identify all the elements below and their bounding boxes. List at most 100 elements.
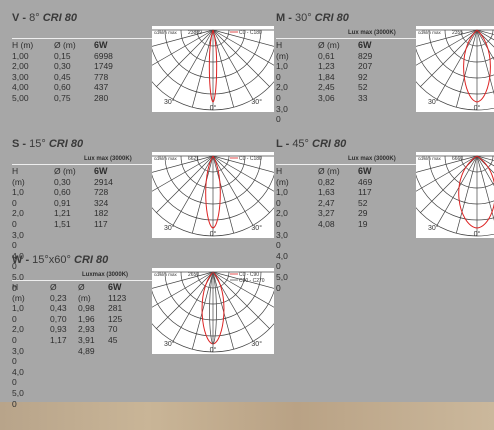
table-cell: 0,23 <box>50 292 67 303</box>
table-cell: 33 <box>358 92 368 103</box>
title-angle: 15° <box>29 138 46 150</box>
table-column: H (m) 1,0 0 2,0 0 3,0 0 4,0 0 5,0 0 <box>12 166 25 293</box>
grid-ray <box>476 155 494 161</box>
grid-ray <box>476 155 494 187</box>
title-cri: CRI 80 <box>74 254 109 266</box>
angle-label: 30° <box>251 98 262 106</box>
column-head: 6W <box>358 166 372 176</box>
table-cell: 0 <box>12 282 17 293</box>
table-cell: 1,0 <box>276 187 288 198</box>
column-head: 6W <box>94 40 108 50</box>
table-cell: 0 <box>12 398 17 409</box>
title-letter: M - <box>276 12 292 24</box>
grid-ray <box>476 155 494 221</box>
unit-label: cd/klm max <box>418 30 442 35</box>
table-cell: 5,0 <box>276 271 288 282</box>
angle-label: 30° <box>251 224 262 232</box>
table-cell: 4,00 <box>12 82 29 93</box>
table-cell: 3,0 <box>12 229 24 240</box>
title-letter: S - <box>12 138 27 150</box>
angle-label: 0° <box>210 230 217 238</box>
table-cell: 4,0 <box>12 250 24 261</box>
table-cell: 2,0 <box>276 208 288 219</box>
table-cell: 4,0 <box>12 366 24 377</box>
column-head: Ø (m) <box>54 40 76 50</box>
title-cri: CRI 80 <box>48 138 84 150</box>
table-cell: 829 <box>358 50 373 61</box>
grid-ray <box>172 29 214 100</box>
table-cell: 52 <box>358 197 368 208</box>
table-cell: 92 <box>358 71 368 82</box>
table-cell: 0,75 <box>54 92 71 103</box>
table-cell: 1,51 <box>54 218 71 229</box>
table-cell: 182 <box>94 208 109 219</box>
product-block: L - 45° CRI 80 Lux max (3000K) H (m) 1,0 0 2,0… <box>276 138 494 293</box>
grid-ray <box>212 155 254 226</box>
polar-grid <box>416 155 494 237</box>
table-cell: 1,84 <box>318 71 335 82</box>
grid-ray <box>212 271 274 308</box>
table-cell: 0,98 <box>78 303 95 314</box>
max-value: 6621 <box>188 156 199 162</box>
grid-ray <box>191 271 214 350</box>
grid-ray <box>476 155 494 167</box>
table-column: H (m) 1,0 0 2,0 0 3,0 0 <box>276 40 289 125</box>
table-cell: 45 <box>108 334 118 345</box>
table-column: 6W 6998 1749 778 437 280 <box>94 40 113 104</box>
table-cell: 0,91 <box>54 197 71 208</box>
table-cell: 0,82 <box>318 176 335 187</box>
table-column: 6W 2914 728 324 182 117 <box>94 166 113 230</box>
grid-ray <box>172 155 214 226</box>
table-cell: 0 <box>12 197 17 208</box>
grid-ray <box>212 155 270 213</box>
legend-label: C0 - C180 <box>239 156 262 162</box>
table-cell: 2,47 <box>318 197 335 208</box>
table-cell: 52 <box>358 82 368 93</box>
table-cell: 117 <box>358 187 372 198</box>
table-cell: 3,00 <box>12 71 29 82</box>
table-cell: 0,45 <box>54 71 71 82</box>
table-cell: 1,23 <box>318 61 335 72</box>
table-cell: (m) <box>78 292 91 303</box>
lux-header: Lux max (3000K) <box>348 156 396 162</box>
grid-ray <box>212 29 274 47</box>
polar-diagram: cd/klm max 6621 C0 - C180 30° 0° 30° <box>152 152 274 238</box>
max-value: 2355 <box>452 30 463 36</box>
table-cell: 0 <box>276 197 281 208</box>
table-cell: 2,0 <box>12 208 24 219</box>
grid-ray <box>476 29 494 61</box>
grid-ray <box>191 29 214 108</box>
title-cri: CRI 80 <box>314 12 349 24</box>
table-cell: 5,00 <box>12 92 29 103</box>
title-letter: V - <box>12 12 27 24</box>
table-cell: 3,0 <box>276 103 288 114</box>
table-cell: 70 <box>108 324 118 335</box>
column-head: H <box>12 282 19 292</box>
block-title: M - 30° CRI 80 <box>276 12 349 24</box>
table-cell: 0,15 <box>54 50 71 61</box>
table-column: Ø (m) 0,98 1,96 2,93 3,91 4,89 <box>78 282 95 356</box>
grid-ray <box>212 29 254 100</box>
table-cell: 778 <box>94 71 109 82</box>
block-title: V - 8° CRI 80 <box>12 12 77 24</box>
header-rule <box>12 38 152 39</box>
table-cell: 3,06 <box>318 92 335 103</box>
product-block: W - 15°x60° CRI 80 Luxmax (3000K) H (m) 1,0 0… <box>12 254 274 409</box>
product-block: M - 30° CRI 80 Lux max (3000K) H (m) 1,0 0 2,0… <box>276 12 494 132</box>
table-cell: 1,0 <box>12 303 24 314</box>
polar-grid <box>416 29 494 111</box>
angle-label: 30° <box>164 340 175 348</box>
grid-ray <box>152 155 214 192</box>
column-head: 6W <box>94 166 108 176</box>
table-column: 6W 469 117 52 29 19 <box>358 166 372 230</box>
column-head: H (m) <box>12 40 34 50</box>
table-cell: 0 <box>276 218 281 229</box>
block-title: S - 15° CRI 80 <box>12 138 83 150</box>
table-cell: 1,21 <box>54 208 71 219</box>
table-cell: 280 <box>94 92 109 103</box>
table-cell: 1,0 <box>276 61 288 72</box>
grid-ray <box>212 29 235 108</box>
max-value: 2650 <box>188 272 199 278</box>
table-cell: 117 <box>94 218 108 229</box>
